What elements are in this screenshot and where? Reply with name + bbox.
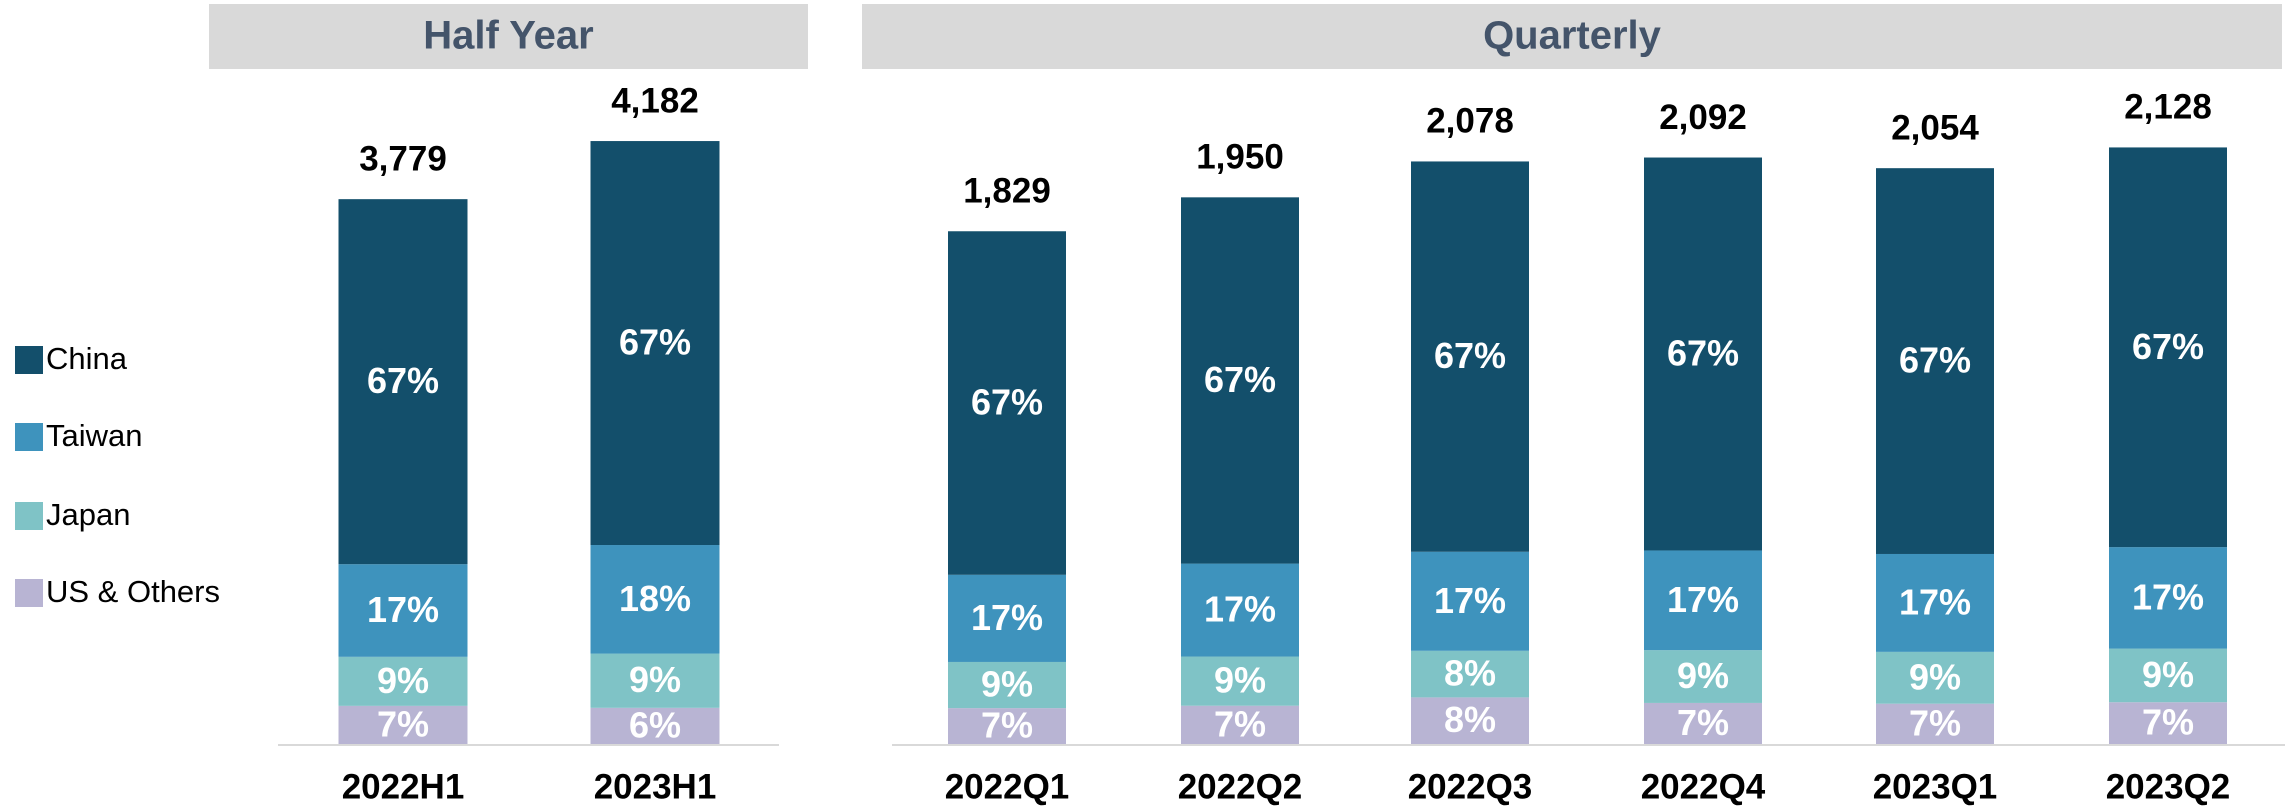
segment-label: 7% — [1909, 702, 1961, 743]
total-label: 2,078 — [1426, 102, 1514, 141]
bar-segment — [1644, 650, 1762, 703]
segment-label: 17% — [1204, 589, 1276, 630]
bar-segment — [2109, 648, 2227, 703]
segment-label: 67% — [1204, 359, 1276, 400]
total-label: 4,182 — [611, 81, 699, 120]
bar-segment — [2109, 547, 2227, 649]
total-label: 3,779 — [359, 139, 447, 178]
x-tick-label: 2023Q2 — [2106, 767, 2231, 806]
segment-label: 67% — [619, 322, 691, 363]
bar-segment — [1411, 650, 1529, 698]
legend-label: Taiwan — [46, 418, 143, 453]
segment-label: 6% — [629, 704, 681, 745]
bar-segment — [338, 705, 468, 744]
total-label: 2,128 — [2124, 88, 2212, 127]
total-label: 1,950 — [1196, 138, 1284, 177]
segment-label: 67% — [971, 382, 1043, 423]
x-tick-label: 2022Q3 — [1408, 767, 1533, 806]
segment-label: 17% — [2132, 576, 2204, 617]
segment-label: 7% — [377, 703, 429, 744]
segment-label: 8% — [1444, 653, 1496, 694]
bar-segment — [2109, 147, 2227, 548]
bar-segment — [1876, 703, 1994, 744]
x-tick-label: 2022Q1 — [945, 767, 1070, 806]
x-tick-label: 2022H1 — [342, 767, 465, 806]
bar-segment — [2109, 702, 2227, 744]
bar-segment — [1181, 563, 1299, 657]
segment-label: 18% — [619, 578, 691, 619]
total-label: 2,092 — [1659, 98, 1747, 137]
x-tick-label: 2023Q1 — [1873, 767, 1998, 806]
segment-label: 67% — [2132, 326, 2204, 367]
bar-segment — [948, 708, 1066, 744]
bar-segment — [1876, 553, 1994, 652]
segment-label: 67% — [367, 360, 439, 401]
panel-title: Quarterly — [1483, 14, 1662, 58]
segment-label: 9% — [1214, 660, 1266, 701]
bar-segment — [1181, 656, 1299, 706]
segment-label: 17% — [971, 597, 1043, 638]
segment-label: 17% — [1667, 579, 1739, 620]
legend-swatch — [15, 502, 43, 530]
x-tick-label: 2022Q2 — [1178, 767, 1303, 806]
bar-segment — [948, 574, 1066, 662]
segment-label: 9% — [377, 660, 429, 701]
bar-segment — [1181, 197, 1299, 564]
bar-segment — [1411, 551, 1529, 651]
total-label: 1,829 — [963, 172, 1051, 211]
bar-segment — [338, 564, 468, 657]
segment-label: 9% — [629, 659, 681, 700]
segment-label: 67% — [1899, 340, 1971, 381]
panel-title: Half Year — [423, 14, 594, 58]
legend-label: Japan — [46, 497, 130, 532]
bar-segment — [338, 656, 468, 706]
segment-label: 67% — [1434, 335, 1506, 376]
segment-label: 67% — [1667, 333, 1739, 374]
segment-label: 9% — [1909, 656, 1961, 697]
bar-segment — [1644, 702, 1762, 744]
segment-label: 17% — [1899, 581, 1971, 622]
bar-segment — [590, 545, 720, 654]
legend-swatch — [15, 346, 43, 374]
bar-segment — [948, 661, 1066, 709]
bar-segment — [1411, 161, 1529, 552]
x-tick-label: 2023H1 — [594, 767, 717, 806]
legend-swatch — [15, 423, 43, 451]
segment-label: 7% — [1214, 703, 1266, 744]
panel-header — [209, 4, 808, 69]
bar-segment — [1181, 705, 1299, 744]
bar-segment — [1644, 157, 1762, 551]
bar-segment — [1644, 550, 1762, 651]
segment-label: 7% — [981, 705, 1033, 746]
x-tick-label: 2022Q4 — [1641, 767, 1766, 806]
segment-label: 8% — [1444, 699, 1496, 740]
bar-segment — [338, 199, 468, 565]
segment-label: 9% — [1677, 655, 1729, 696]
segment-label: 9% — [981, 664, 1033, 705]
segment-label: 7% — [1677, 702, 1729, 743]
panel-header — [862, 4, 2282, 69]
legend-swatch — [15, 579, 43, 607]
bar-segment — [590, 707, 720, 744]
bar-segment — [1876, 651, 1994, 704]
bar-segment — [590, 141, 720, 546]
segment-label: 7% — [2142, 702, 2194, 743]
total-label: 2,054 — [1891, 108, 1979, 147]
bar-segment — [1411, 697, 1529, 744]
bar-segment — [1876, 168, 1994, 554]
segment-label: 17% — [1434, 580, 1506, 621]
legend-label: China — [46, 341, 128, 376]
segment-label: 9% — [2142, 654, 2194, 695]
legend-label: US & Others — [46, 574, 220, 609]
bar-segment — [948, 231, 1066, 575]
bar-segment — [590, 653, 720, 708]
segment-label: 17% — [367, 589, 439, 630]
